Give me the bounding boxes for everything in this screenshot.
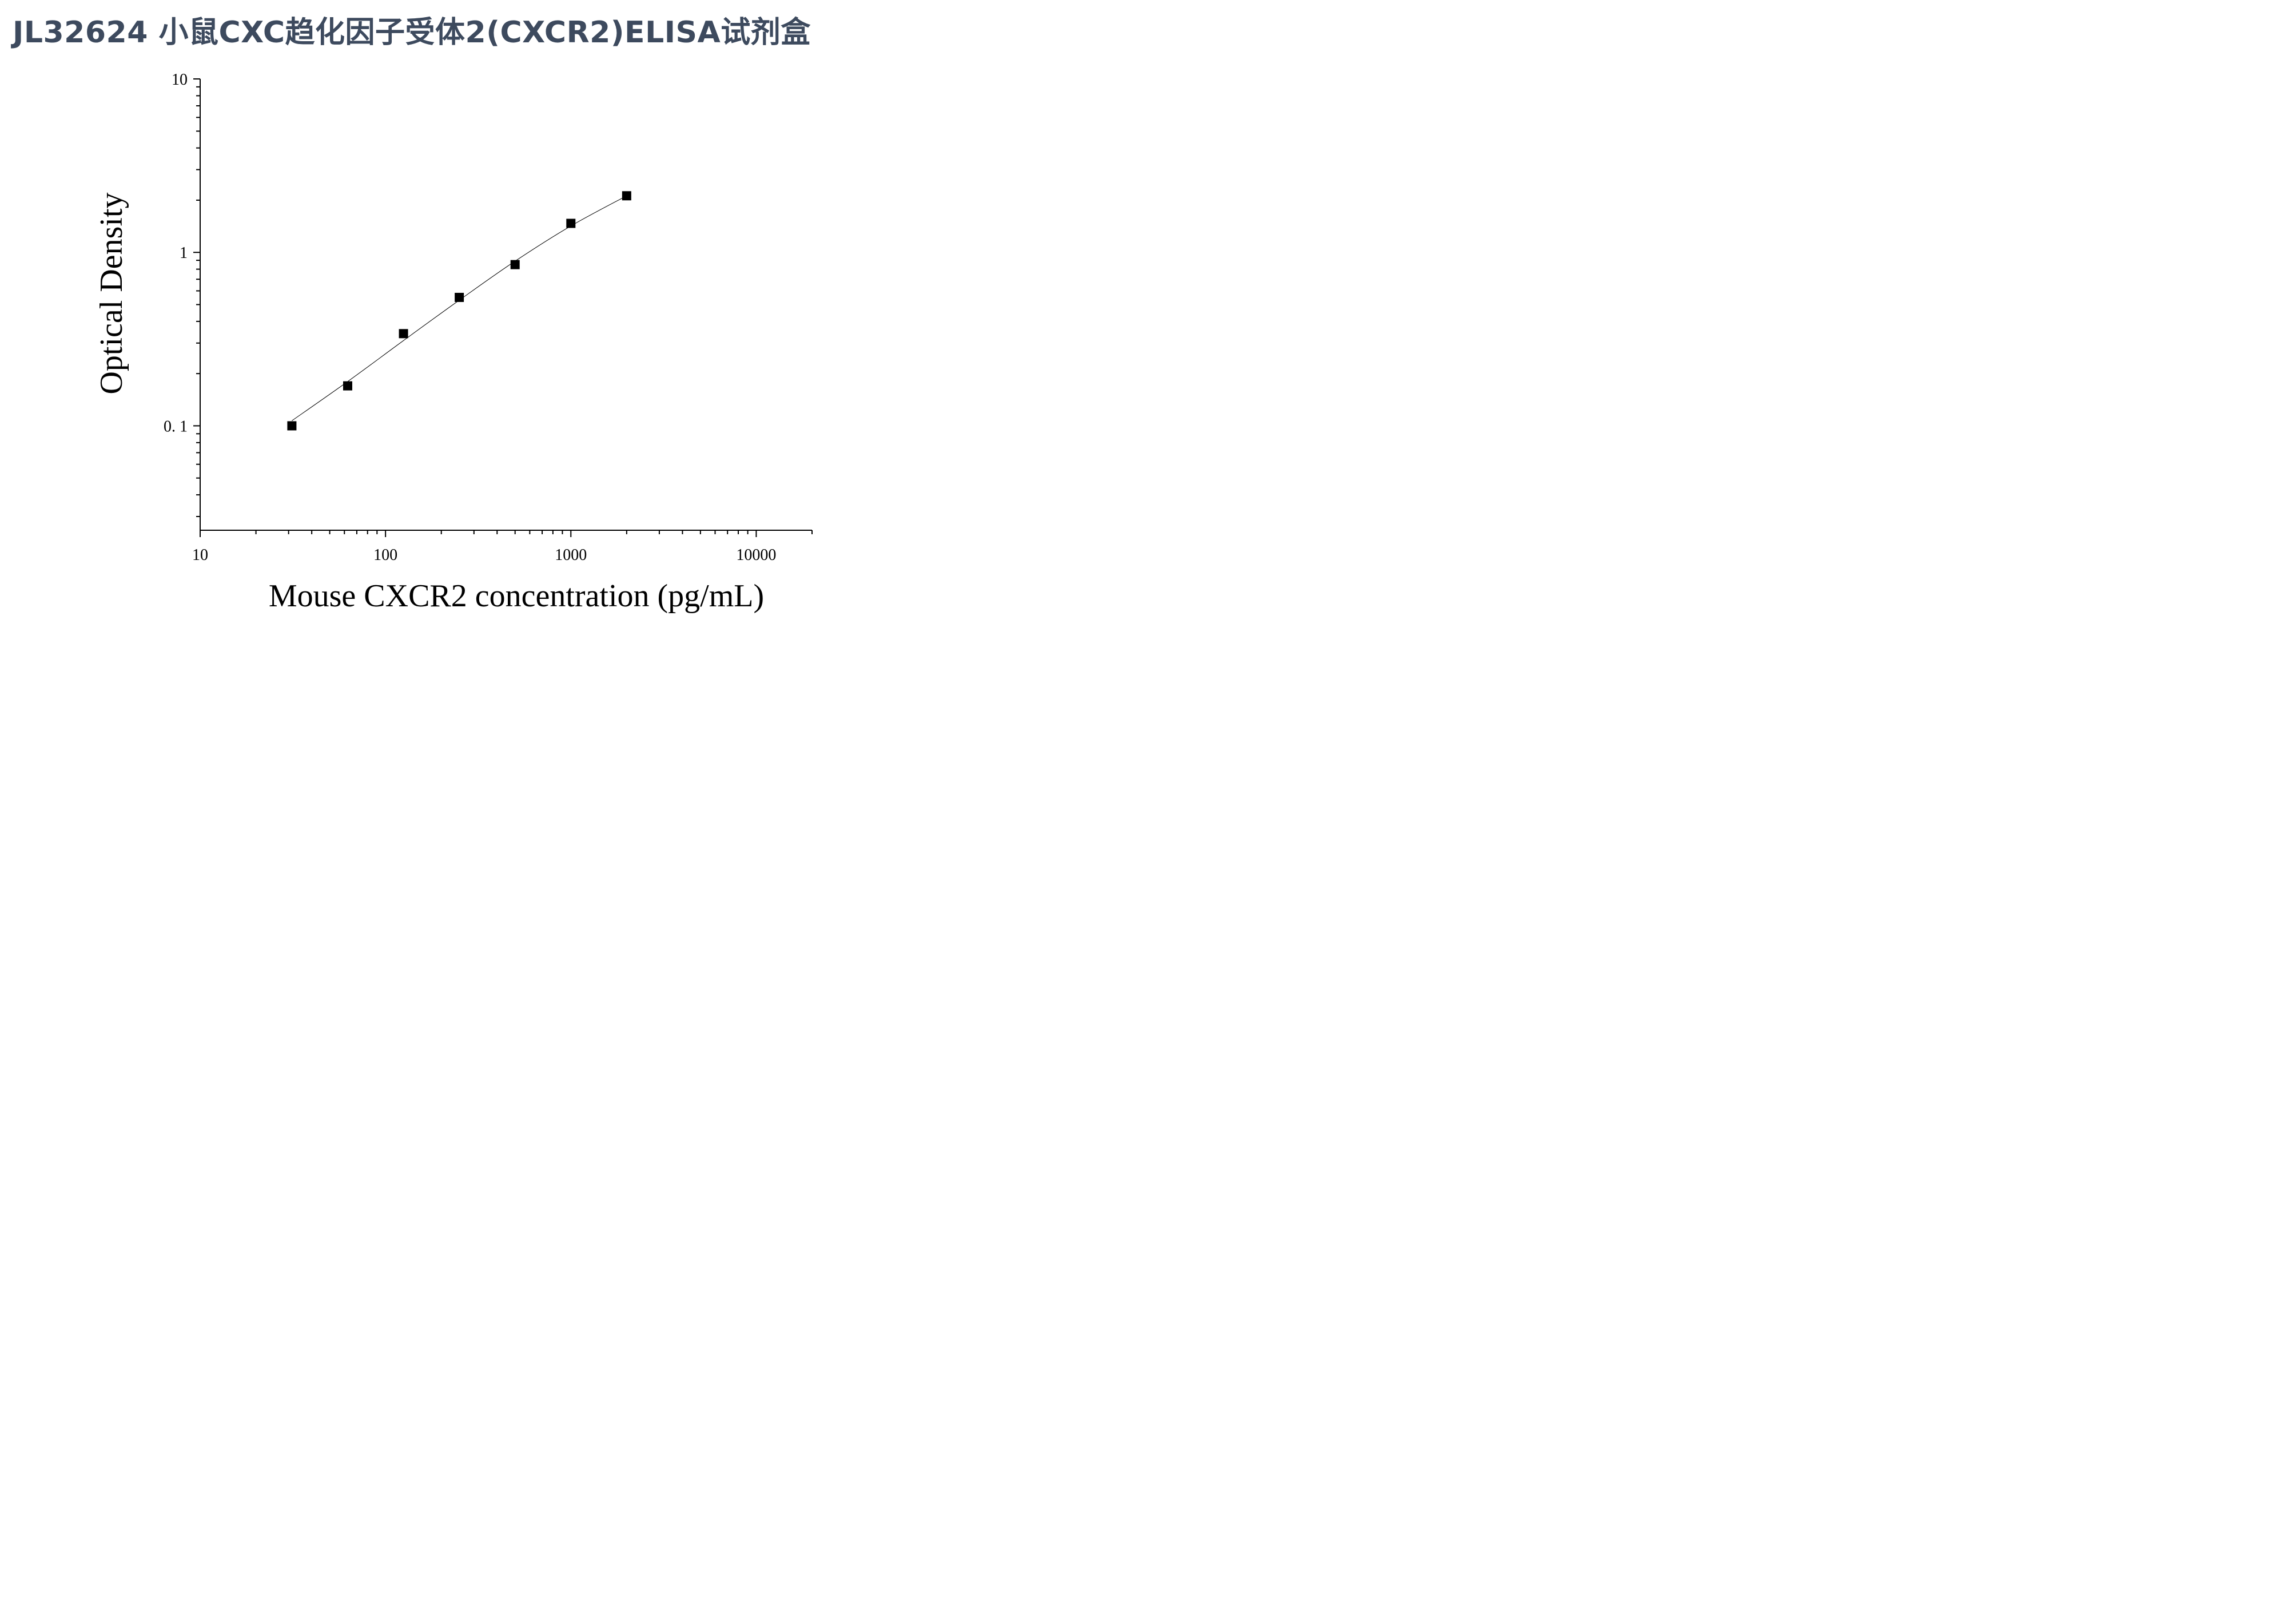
data-point bbox=[622, 191, 631, 201]
tick-labels: 10 100 1000 10000 0. 1 1 10 bbox=[164, 71, 776, 564]
standard-curve-chart: 10 100 1000 10000 0. 1 1 10 Mouse CXCR2 concen… bbox=[94, 71, 813, 614]
data-point bbox=[287, 421, 297, 431]
data-points bbox=[287, 191, 631, 431]
data-point bbox=[455, 292, 464, 302]
x-tick-label: 10 bbox=[192, 546, 208, 564]
x-tick-label: 10000 bbox=[736, 546, 776, 564]
y-axis-title: Optical Density bbox=[94, 192, 129, 394]
x-tick-label: 100 bbox=[373, 546, 397, 564]
data-point bbox=[510, 260, 520, 269]
data-point bbox=[343, 381, 352, 391]
tick-marks bbox=[193, 78, 813, 537]
axes bbox=[200, 79, 812, 531]
page-title: JL32624 小鼠CXC趋化因子受体2(CXCR2)ELISA试剂盒 bbox=[13, 15, 811, 50]
x-axis-title: Mouse CXCR2 concentration (pg/mL) bbox=[269, 578, 764, 614]
y-tick-label: 0. 1 bbox=[164, 418, 188, 435]
fit-curve bbox=[292, 195, 627, 421]
x-tick-label: 1000 bbox=[555, 546, 587, 564]
data-point bbox=[566, 218, 576, 228]
y-tick-label: 1 bbox=[180, 244, 188, 262]
data-point bbox=[399, 329, 408, 339]
y-tick-label: 10 bbox=[172, 71, 188, 89]
